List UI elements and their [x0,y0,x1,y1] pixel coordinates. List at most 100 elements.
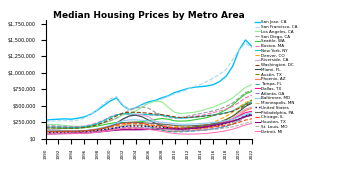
New York, NY [211,114,215,116]
Boston, MA [211,112,215,114]
Minneapolis, MN [69,131,73,133]
Tampa, FL [114,128,119,130]
Seattle, WA [108,123,112,125]
San Diego, CA [102,122,106,124]
Seattle, WA [89,126,93,128]
Chicago, IL [166,126,170,128]
Line: Houston, TX: Houston, TX [46,115,252,134]
Seattle, WA [102,124,106,126]
Chicago, IL [147,124,151,126]
Houston, TX [69,132,73,135]
Minneapolis, MN [114,126,119,128]
Tampa, FL [153,128,157,130]
Riverside, CA [250,106,254,108]
United States [134,125,138,127]
San Diego, CA [127,109,132,111]
Boston, MA [82,125,86,127]
Miami, FL [134,114,138,116]
St. Louis, MO [224,127,228,129]
Dallas, TX [82,131,86,134]
Minneapolis, MN [134,124,138,126]
San Diego, CA [140,106,145,108]
San Francisco, CA [56,120,61,122]
Chicago, IL [76,130,80,132]
Dallas, TX [50,132,54,134]
Baltimore, MD [237,116,241,118]
San Francisco, CA [114,95,119,98]
Dallas, TX [192,127,196,129]
Philadelphia, PA [95,128,99,130]
Baltimore, MD [166,122,170,124]
Minneapolis, MN [198,128,202,130]
San Diego, CA [114,117,119,119]
San Diego, CA [121,113,125,115]
Atlanta, GA [76,131,80,133]
San Francisco, CA [147,102,151,104]
New York, NY [127,113,132,115]
United States [121,126,125,128]
Baltimore, MD [50,130,54,132]
Chicago, IL [192,127,196,129]
Washington, DC [50,127,54,129]
New York, NY [224,112,228,114]
Denver, CO [147,125,151,127]
San Jose, CA [108,100,112,102]
Line: Riverside, CA: Riverside, CA [46,107,252,131]
Dallas, TX [179,128,183,130]
San Francisco, CA [127,109,132,111]
United States [224,122,228,124]
San Jose, CA [63,118,67,120]
St. Louis, MO [82,132,86,134]
Dallas, TX [108,129,112,131]
New York, NY [121,113,125,115]
Line: Denver, CO: Denver, CO [46,100,252,133]
Los Angeles, CA [205,108,209,110]
Line: Austin, TX: Austin, TX [46,100,252,133]
United States [127,125,132,127]
San Francisco, CA [95,109,99,111]
St. Louis, MO [153,128,157,130]
Phoenix, AZ [76,132,80,134]
Seattle, WA [179,120,183,122]
Seattle, WA [237,98,241,100]
San Jose, CA [69,118,73,120]
Philadelphia, PA [173,124,177,126]
St. Louis, MO [134,126,138,128]
Minneapolis, MN [82,130,86,132]
Phoenix, AZ [121,124,125,126]
Atlanta, GA [63,131,67,133]
Dallas, TX [166,128,170,130]
Phoenix, AZ [69,132,73,134]
Phoenix, AZ [140,122,145,124]
San Jose, CA [231,65,235,67]
Tampa, FL [250,112,254,114]
Los Angeles, CA [95,123,99,125]
New York, NY [147,114,151,116]
Riverside, CA [108,126,112,128]
Boston, MA [231,105,235,107]
San Diego, CA [160,114,164,116]
Los Angeles, CA [173,111,177,113]
St. Louis, MO [205,129,209,131]
San Francisco, CA [69,120,73,122]
Washington, DC [218,113,222,115]
Minneapolis, MN [250,114,254,116]
Los Angeles, CA [56,124,61,126]
Tampa, FL [56,132,61,134]
Baltimore, MD [211,122,215,124]
St. Louis, MO [192,130,196,132]
Miami, FL [198,125,202,127]
Austin, TX [134,128,138,130]
Miami, FL [166,127,170,129]
Boston, MA [89,124,93,126]
Atlanta, GA [153,128,157,130]
Dallas, TX [160,127,164,129]
Seattle, WA [140,120,145,123]
St. Louis, MO [166,129,170,131]
Boston, MA [56,125,61,127]
Los Angeles, CA [224,101,228,103]
San Diego, CA [153,111,157,113]
San Diego, CA [192,114,196,116]
Chicago, IL [179,127,183,129]
Houston, TX [179,128,183,130]
